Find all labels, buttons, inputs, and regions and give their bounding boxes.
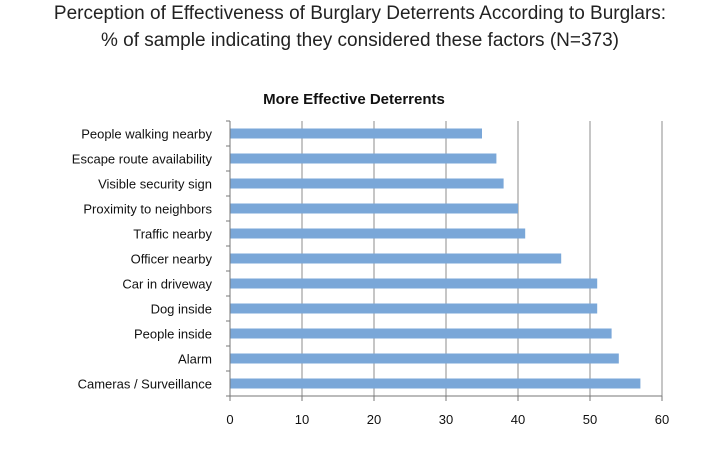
bar <box>230 203 518 214</box>
category-label: Car in driveway <box>122 277 212 292</box>
bar <box>230 178 504 189</box>
page-title-line-1: Perception of Effectiveness of Burglary … <box>53 3 667 24</box>
category-label: People walking nearby <box>81 127 212 142</box>
category-label: Officer nearby <box>131 252 213 267</box>
category-label: Visible security sign <box>98 177 212 192</box>
x-tick-label: 20 <box>367 412 381 427</box>
bar <box>230 353 619 364</box>
category-label: Dog inside <box>151 302 212 317</box>
x-tick-labels: 0 10 20 30 40 50 60 <box>226 412 669 427</box>
bar <box>230 328 612 339</box>
category-label: Alarm <box>178 352 212 367</box>
x-tick-label: 60 <box>655 412 669 427</box>
category-label: Proximity to neighbors <box>83 202 212 217</box>
x-tick-label: 0 <box>226 412 233 427</box>
bar <box>230 153 497 164</box>
category-label: Escape route availability <box>72 152 213 167</box>
x-tick-label: 30 <box>439 412 453 427</box>
category-label: Cameras / Surveillance <box>78 377 212 392</box>
x-tick-label: 50 <box>583 412 597 427</box>
bar <box>230 228 526 239</box>
bar <box>230 303 598 314</box>
x-tick-label: 40 <box>511 412 525 427</box>
x-tick-label: 10 <box>295 412 309 427</box>
bar <box>230 128 482 139</box>
axes <box>226 120 663 401</box>
bar <box>230 253 562 264</box>
category-label: People inside <box>134 327 212 342</box>
bar <box>230 278 598 289</box>
bars <box>230 128 641 389</box>
page-subtitle-line-2: % of sample indicating they considered t… <box>100 30 620 51</box>
bar <box>230 378 641 389</box>
category-label: Traffic nearby <box>133 227 212 242</box>
category-labels: People walking nearby Escape route availa… <box>72 127 213 392</box>
chart-title: More Effective Deterrents <box>263 91 445 108</box>
